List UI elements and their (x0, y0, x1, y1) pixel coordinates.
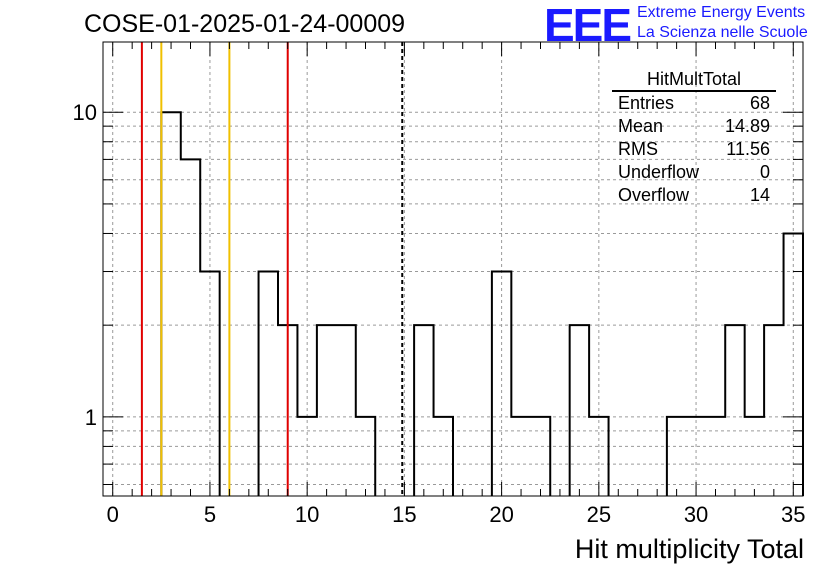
x-axis-label: Hit multiplicity Total (574, 534, 804, 564)
x-tick-label: 15 (392, 502, 416, 527)
stats-title: HitMultTotal (612, 68, 776, 92)
histogram-bars (665, 232, 804, 496)
plot-frame (102, 41, 804, 497)
x-tick-label: 30 (684, 502, 708, 527)
histogram-bars (490, 270, 552, 496)
stats-row-underflow: Underflow 0 (612, 161, 776, 184)
stats-label: Mean (618, 116, 664, 136)
stats-row-entries: Entries 68 (612, 92, 776, 115)
logo-tagline-1: Extreme Energy Events (637, 4, 806, 21)
x-tick-label: 20 (489, 502, 513, 527)
y-tick-label: 10 (73, 100, 97, 125)
stats-label: Entries (618, 93, 675, 113)
x-tick-label: 25 (587, 502, 611, 527)
histogram-bars (257, 270, 377, 496)
stats-label: Underflow (618, 162, 700, 182)
stats-value: 14.89 (724, 116, 770, 136)
histogram-bars (413, 324, 454, 496)
stats-value: 14 (749, 185, 770, 205)
stats-row-mean: Mean 14.89 (612, 115, 776, 138)
eee-logo-mark: EEE (544, 0, 632, 51)
stats-row-rms: RMS 11.56 (612, 138, 776, 161)
x-tick-label: 10 (295, 502, 319, 527)
stats-value: 68 (749, 93, 770, 113)
y-tick-label: 1 (85, 405, 97, 430)
stats-value: 11.56 (726, 139, 770, 159)
plot-title: COSE-01-2025-01-24-00009 (84, 10, 406, 38)
histogram-bars (160, 111, 221, 496)
x-tick-label: 5 (204, 502, 216, 527)
stats-box: HitMultTotal Entries 68 Mean 14.89 RMS 1… (612, 68, 776, 207)
x-tick-label: 35 (781, 502, 805, 527)
stats-value: 0 (759, 162, 770, 182)
x-tick-label: 0 (107, 502, 119, 527)
logo-tagline-2: La Scienza nelle Scuole (637, 24, 808, 41)
histogram-bars (568, 324, 610, 496)
stats-row-overflow: Overflow 14 (612, 184, 776, 207)
stats-label: Overflow (618, 185, 690, 205)
stats-label: RMS (618, 139, 658, 159)
